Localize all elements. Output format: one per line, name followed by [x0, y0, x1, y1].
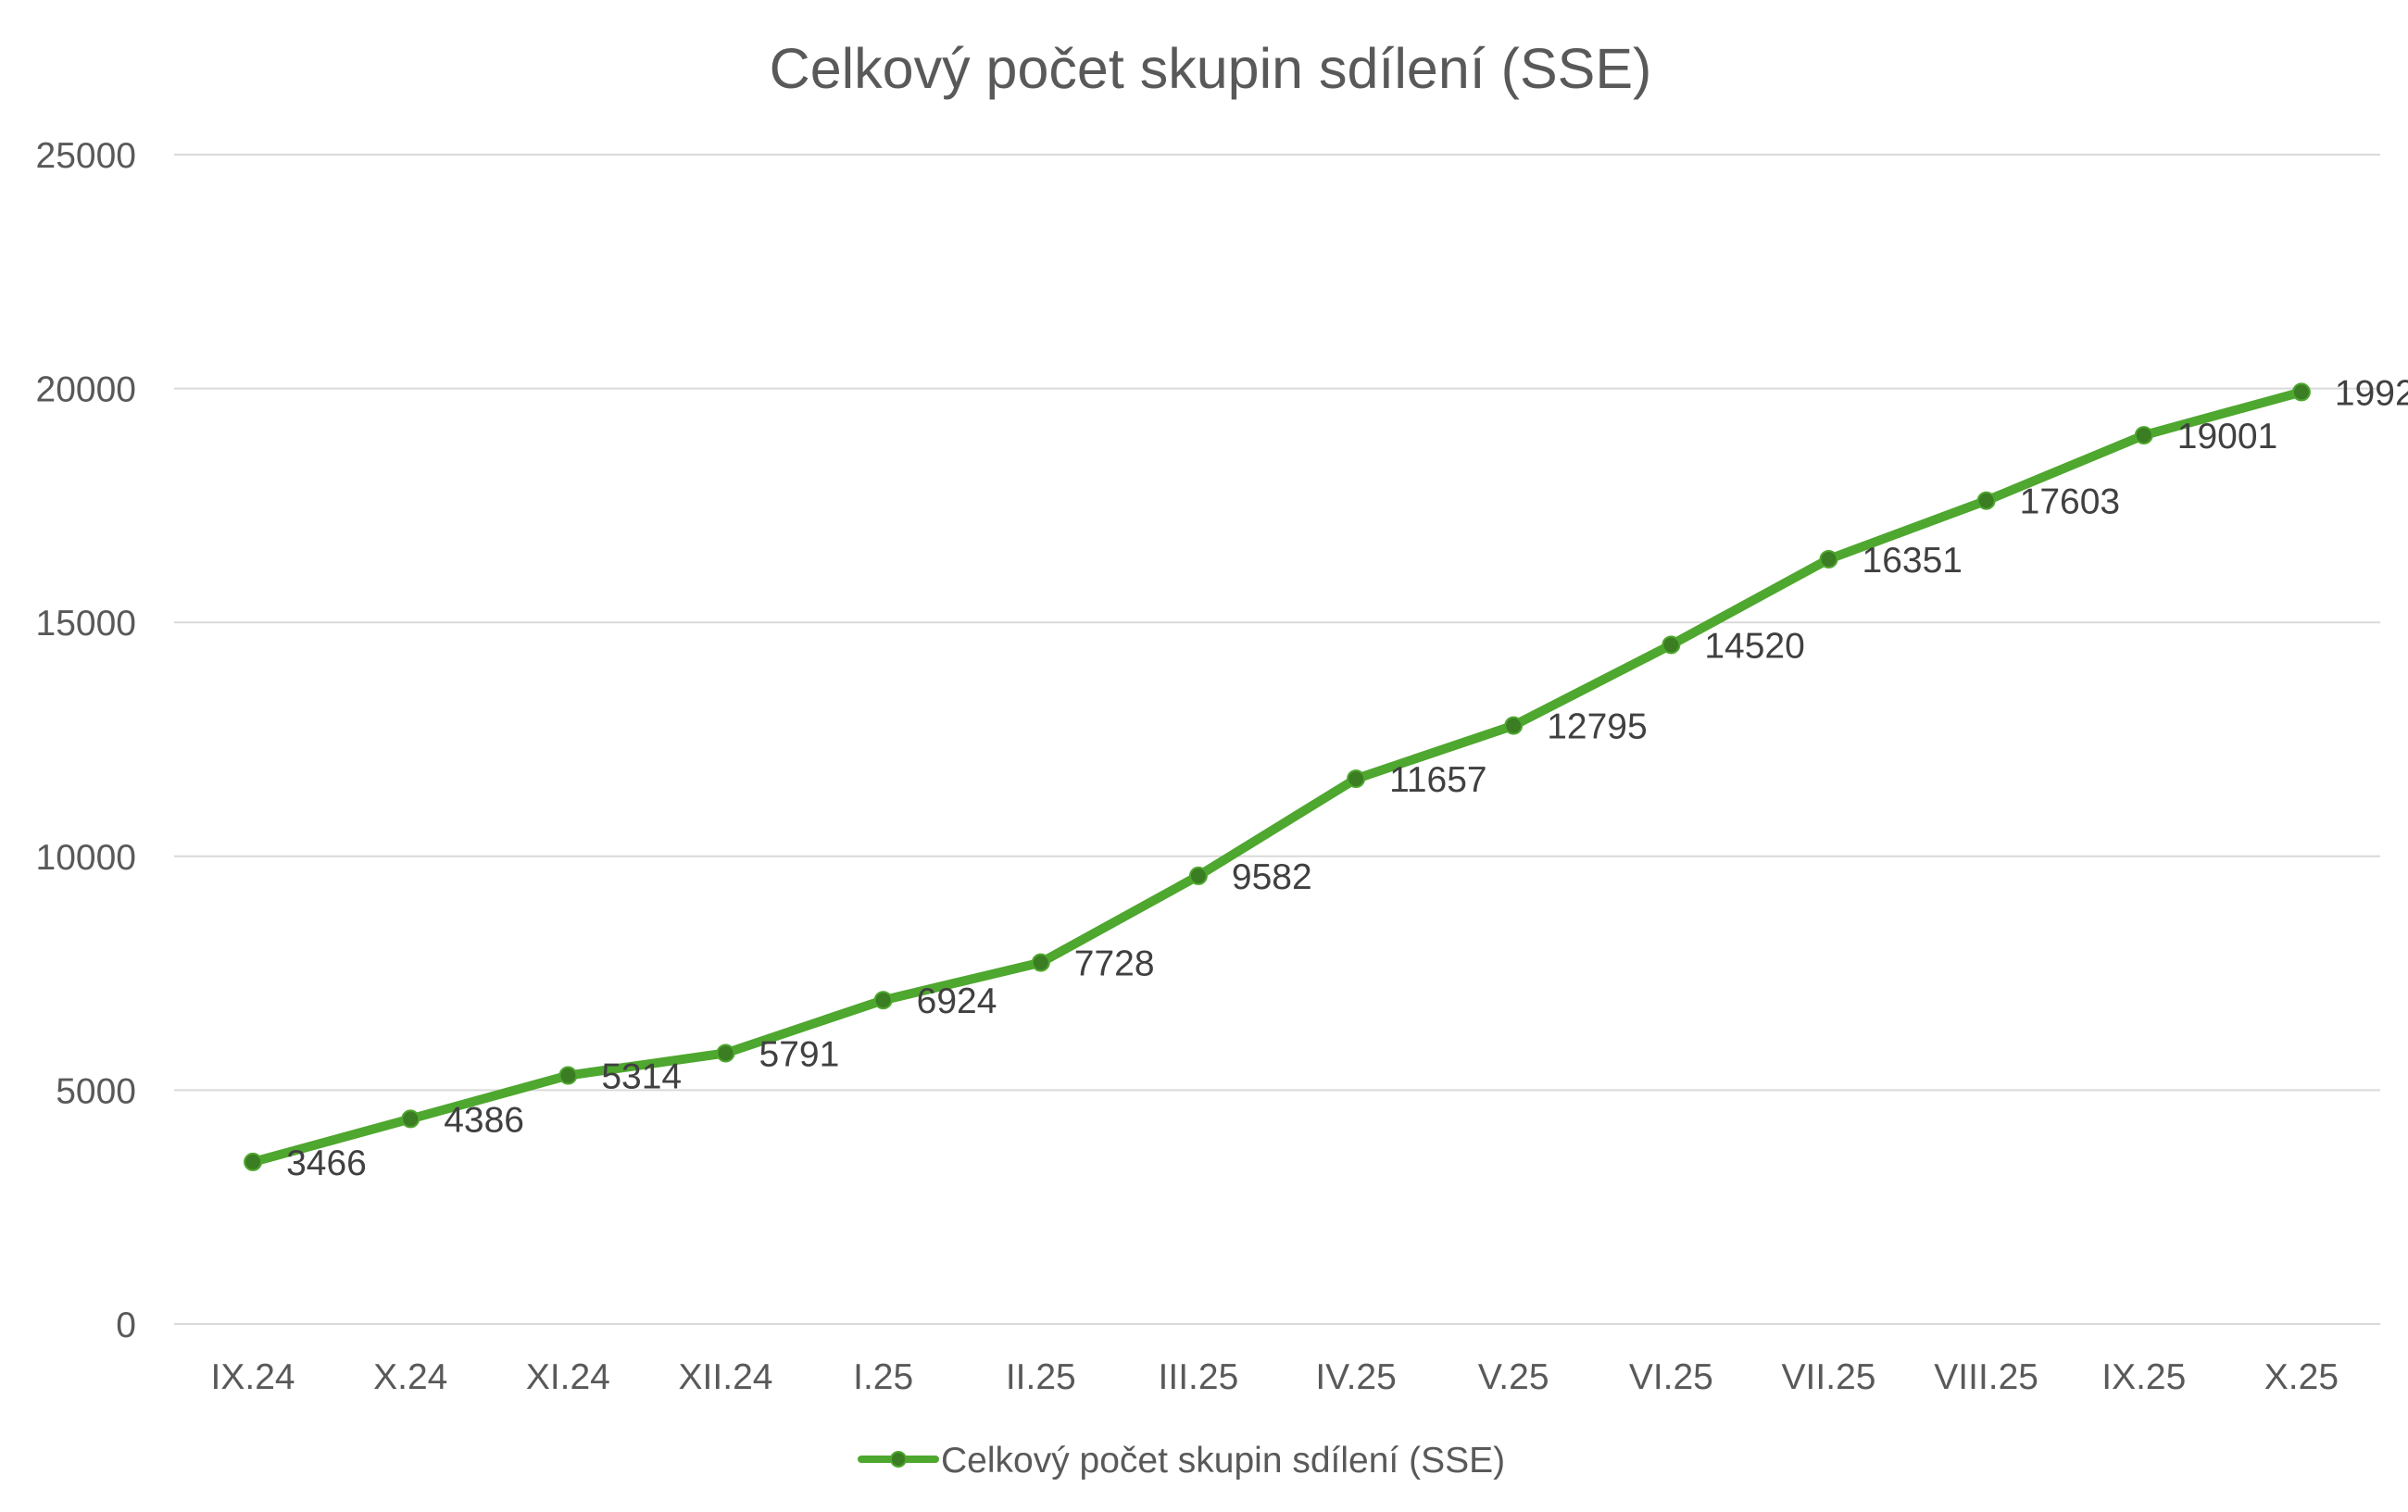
y-tick-label: 5000 [56, 1071, 136, 1111]
y-tick-label: 15000 [36, 604, 136, 644]
data-label: 19925 [2335, 373, 2408, 413]
data-point [716, 1043, 735, 1063]
x-tick-label: XI.24 [526, 1357, 610, 1397]
data-label: 3466 [286, 1143, 367, 1183]
data-label: 5791 [759, 1034, 840, 1074]
chart-title: Celkový počet skupin sdílení (SSE) [770, 37, 1652, 100]
x-tick-label: XII.24 [679, 1357, 773, 1397]
data-label: 17603 [2020, 482, 2120, 522]
data-label: 7728 [1074, 944, 1155, 984]
x-tick-label: IX.25 [2101, 1357, 2186, 1397]
y-tick-label: 0 [116, 1306, 136, 1345]
y-tick-label: 20000 [36, 370, 136, 410]
data-point [1819, 549, 1838, 569]
y-tick-label: 10000 [36, 838, 136, 878]
data-point [2134, 426, 2153, 445]
data-label: 9582 [1232, 857, 1312, 897]
y-axis-ticks: 0 5000 10000 15000 20000 25000 [36, 136, 136, 1345]
data-point [1662, 635, 1681, 655]
data-point [1188, 866, 1208, 885]
data-label: 16351 [1862, 541, 1963, 581]
x-tick-label: IX.24 [211, 1357, 295, 1397]
data-label: 6924 [917, 981, 997, 1021]
data-label: 4386 [444, 1100, 524, 1140]
x-tick-label: IV.25 [1315, 1357, 1396, 1397]
data-point [1031, 953, 1050, 972]
data-point [401, 1109, 420, 1129]
data-point [2291, 382, 2311, 402]
data-point [558, 1066, 578, 1085]
gridlines [174, 154, 2380, 1325]
data-point [1347, 769, 1366, 789]
x-axis-ticks: IX.24 X.24 XI.24 XII.24 I.25 II.25 III.25 IV.25… [211, 1357, 2339, 1397]
x-tick-label: V.25 [1478, 1357, 1549, 1397]
data-label: 11657 [1389, 760, 1487, 800]
x-tick-label: I.25 [853, 1357, 913, 1397]
x-tick-label: VI.25 [1629, 1357, 1713, 1397]
data-point [244, 1152, 263, 1171]
data-point [873, 991, 893, 1010]
data-label: 19001 [2177, 417, 2277, 456]
x-tick-label: VIII.25 [1934, 1357, 2038, 1397]
data-label: 5314 [601, 1057, 682, 1097]
data-label: 12795 [1547, 707, 1647, 747]
legend-marker-swatch [890, 1451, 907, 1468]
data-labels: 3466 4386 5314 5791 6924 7728 9582 11657 12795 14… [286, 373, 2408, 1183]
data-point [1976, 491, 1996, 510]
y-tick-label: 25000 [36, 136, 136, 176]
x-tick-label: VII.25 [1782, 1357, 1876, 1397]
series-layer [244, 382, 2311, 1171]
data-label: 14520 [1704, 626, 1804, 666]
legend: Celkový počet skupin sdílení (SSE) [858, 1441, 1505, 1481]
x-tick-label: III.25 [1159, 1357, 1239, 1397]
x-tick-label: X.25 [2264, 1357, 2339, 1397]
x-tick-label: II.25 [1006, 1357, 1076, 1397]
x-tick-label: X.24 [373, 1357, 447, 1397]
data-point [1504, 716, 1524, 735]
legend-label: Celkový počet skupin sdílení (SSE) [941, 1441, 1505, 1481]
series-line [248, 387, 2306, 1167]
